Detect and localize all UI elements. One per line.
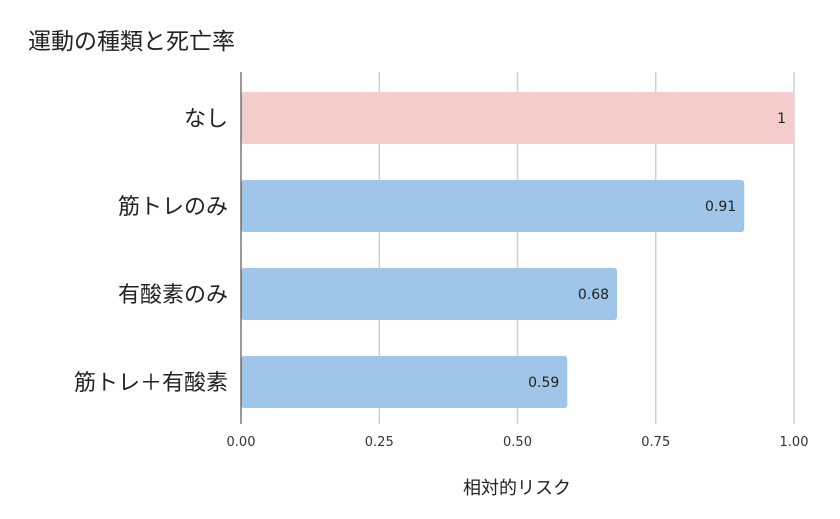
bar: [241, 180, 745, 232]
x-tick-label: 1.00: [780, 435, 809, 450]
category-label: 筋トレのみ: [118, 195, 228, 220]
data-label: 1: [777, 111, 786, 127]
data-label: 0.68: [578, 287, 609, 303]
category-label: 筋トレ＋有酸素: [74, 371, 228, 396]
x-tick-label: 0.00: [227, 435, 256, 450]
category-label: 有酸素のみ: [118, 283, 228, 308]
bar: [241, 356, 568, 408]
x-tick-label: 0.75: [641, 435, 670, 450]
chart-title: 運動の種類と死亡率: [28, 29, 235, 55]
bar: [241, 92, 794, 144]
category-label: なし: [184, 107, 228, 132]
x-tick-label: 0.25: [365, 435, 394, 450]
data-label: 0.91: [705, 199, 736, 215]
x-tick-label: 0.50: [503, 435, 532, 450]
x-axis-label: 相対的リスク: [463, 478, 571, 499]
bar: [241, 268, 618, 320]
data-label: 0.59: [528, 375, 559, 391]
